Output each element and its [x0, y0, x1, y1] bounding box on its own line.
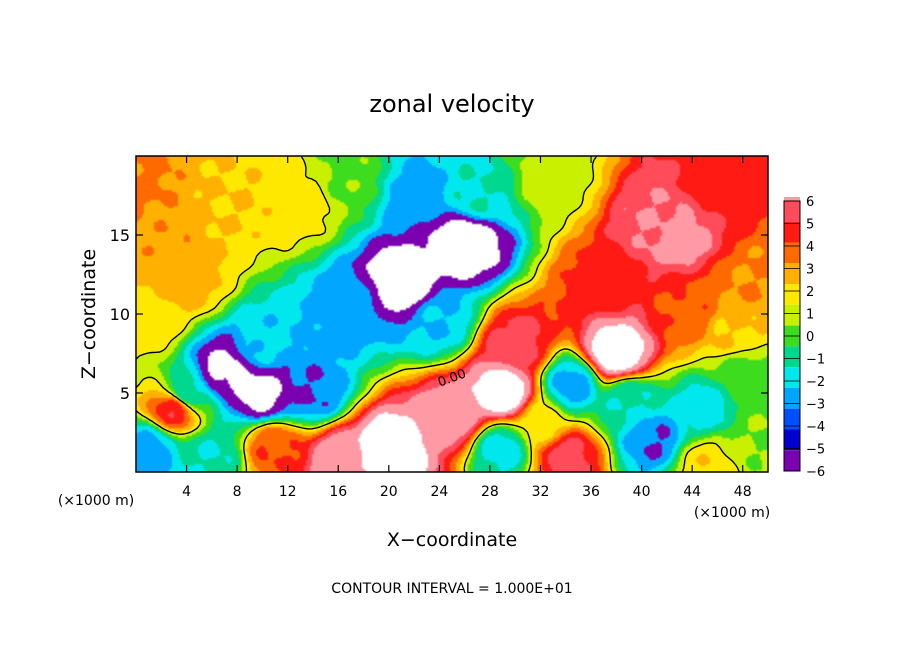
y-tick-label: 5	[120, 384, 130, 403]
x-unit-left: (×1000 m)	[58, 493, 134, 509]
zero-contour	[136, 156, 768, 472]
y-axis-label: Z−coordinate	[78, 249, 100, 379]
zonal-velocity-field	[136, 156, 768, 472]
colorbar-tick-label: 3	[806, 263, 814, 278]
x-tick-label: 8	[233, 484, 242, 500]
colorbar-tick-label: 5	[806, 218, 814, 233]
x-tick-label: 40	[633, 484, 651, 500]
colorbar-tick-label: 0	[806, 330, 814, 345]
x-tick-label: 20	[380, 484, 398, 500]
x-tick-label: 12	[279, 484, 297, 500]
contour-lines	[136, 156, 768, 472]
x-tick-label: 36	[582, 484, 600, 500]
colorbar-swatch	[784, 304, 800, 326]
x-tick-label: 4	[182, 484, 191, 500]
chart-title: zonal velocity	[369, 90, 534, 118]
colorbar-swatch	[784, 201, 800, 222]
contour-interval-footer: CONTOUR INTERVAL = 1.000E+01	[331, 581, 572, 597]
x-tick-label: 16	[329, 484, 347, 500]
colorbar-swatch	[784, 242, 800, 264]
colorbar-swatch	[784, 429, 800, 451]
colorbar-tick-label: −5	[806, 443, 825, 458]
colorbar-tick-label: 2	[806, 285, 814, 300]
x-axis-label: X−coordinate	[387, 529, 517, 551]
x-tick-label: 28	[481, 484, 499, 500]
colorbar-tick-label: −3	[806, 398, 825, 413]
x-tick-label: 44	[683, 484, 701, 500]
colorbar-swatch	[784, 408, 800, 430]
colorbar-tick-label: −6	[806, 465, 825, 480]
colorbar-swatch	[784, 450, 800, 471]
x-tick-label: 32	[532, 484, 550, 500]
colorbar-tick-label: 4	[806, 240, 814, 255]
colorbar-swatch	[784, 197, 800, 201]
x-tick-label: 24	[430, 484, 448, 500]
colorbar-tick-label: 1	[806, 308, 814, 323]
x-tick-label: 48	[734, 484, 752, 500]
colorbar: 6 5 4 3 2 1 0 −1 −2 −3 −4 −5 −6	[783, 195, 825, 480]
x-axis-ticks: 4 8 12 16 20 24 28 32 36 40 44 48	[182, 156, 752, 500]
colorbar-swatch	[784, 346, 800, 368]
colorbar-swatch	[784, 284, 800, 305]
y-axis-ticks: 5 10 15	[110, 226, 768, 403]
colorbar-swatch	[784, 221, 800, 243]
y-tick-label: 10	[110, 305, 130, 324]
colorbar-tick-label: −1	[806, 353, 825, 368]
x-unit-right: (×1000 m)	[694, 505, 770, 521]
colorbar-swatch	[784, 387, 800, 409]
colorbar-swatch	[784, 367, 800, 388]
colorbar-tick-label: −4	[806, 420, 825, 435]
colorbar-swatch	[784, 263, 800, 285]
y-tick-label: 15	[110, 226, 130, 245]
colorbar-tick-label: −2	[806, 375, 825, 390]
colorbar-tick-label: 6	[806, 195, 814, 210]
